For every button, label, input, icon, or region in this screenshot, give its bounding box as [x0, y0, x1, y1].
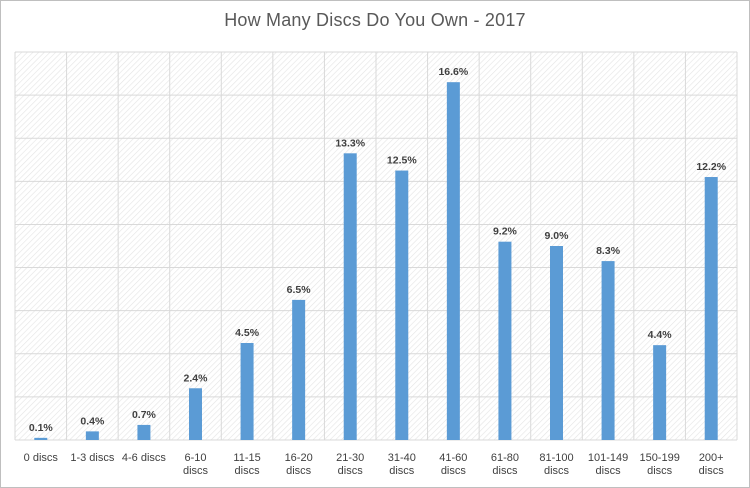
category-label-line: 41-60	[439, 452, 467, 464]
category-label-line: 16-20	[285, 452, 313, 464]
data-label: 9.0%	[545, 230, 570, 242]
data-label: 4.4%	[648, 329, 673, 341]
category-label: 200+ discs	[699, 452, 725, 477]
data-label: 13.3%	[335, 137, 365, 149]
category-label: 41-60 discs	[439, 452, 467, 477]
category-label-line: discs	[596, 465, 622, 477]
category-label-line: discs	[389, 465, 415, 477]
category-label-line: 0 discs	[24, 452, 59, 464]
category-label: 150-199 discs	[639, 452, 679, 477]
category-label: 16-20 discs	[285, 452, 313, 477]
category-label: 6-10 discs	[183, 452, 209, 477]
data-label: 4.5%	[235, 327, 260, 339]
data-label: 16.6%	[438, 66, 468, 78]
bar	[292, 299, 306, 440]
category-label: 61-80 discs	[491, 452, 519, 477]
category-label-line: discs	[544, 465, 570, 477]
category-label-line: 200+	[699, 452, 724, 464]
category-label: 81-100 discs	[539, 452, 573, 477]
data-label: 12.2%	[696, 161, 726, 173]
bar	[395, 170, 409, 441]
category-label-line: 6-10	[184, 452, 206, 464]
category-label-line: discs	[647, 465, 673, 477]
data-label: 8.3%	[596, 245, 621, 257]
bar	[704, 177, 718, 440]
bar	[137, 424, 151, 440]
category-label: 31-40 discs	[388, 452, 416, 477]
category-label-line: 150-199	[639, 452, 679, 464]
category-label: 11-15 discs	[233, 452, 260, 477]
data-label: 0.7%	[132, 409, 157, 421]
value-labels: 0.1% 0.4% 0.7% 2.4% 4.5% 6.5% 13.3% 12.5% 16.6% 9…	[29, 66, 727, 434]
bar	[446, 82, 460, 440]
category-label-line: discs	[235, 465, 261, 477]
category-label: 21-30 discs	[336, 452, 364, 477]
gridlines	[14, 51, 738, 441]
data-label: 9.2%	[493, 226, 518, 238]
category-label-line: 11-15	[233, 452, 260, 464]
data-label: 0.4%	[80, 415, 105, 427]
category-label-line: 4-6 discs	[122, 452, 167, 464]
category-label-line: 21-30	[336, 452, 364, 464]
category-label-line: 1-3 discs	[70, 452, 115, 464]
category-label-line: 101-149	[588, 452, 628, 464]
bar	[550, 246, 563, 440]
data-label: 12.5%	[387, 155, 417, 167]
category-label: 0 discs	[24, 452, 59, 464]
category-label: 1-3 discs	[70, 452, 115, 464]
category-label-line: discs	[699, 465, 725, 477]
category-label-line: discs	[183, 465, 209, 477]
category-label-line: discs	[492, 465, 518, 477]
bar	[189, 388, 202, 440]
category-label-line: 31-40	[388, 452, 416, 464]
chart-title: How Many Discs Do You Own - 2017	[224, 10, 526, 30]
bar	[343, 153, 357, 441]
bar	[653, 345, 667, 440]
category-label-line: 81-100	[539, 452, 573, 464]
data-label: 2.4%	[184, 372, 209, 384]
data-label: 6.5%	[287, 284, 312, 296]
data-label: 0.1%	[29, 422, 54, 434]
category-label-line: discs	[338, 465, 364, 477]
category-label-line: discs	[441, 465, 467, 477]
category-label: 4-6 discs	[122, 452, 167, 464]
category-label-line: discs	[286, 465, 312, 477]
bar	[85, 431, 99, 440]
category-label-line: 61-80	[491, 452, 519, 464]
bar	[34, 437, 48, 440]
bar	[240, 343, 254, 440]
bar	[498, 241, 512, 440]
bars	[34, 82, 718, 441]
bar	[601, 261, 615, 440]
category-label: 101-149 discs	[588, 452, 628, 477]
